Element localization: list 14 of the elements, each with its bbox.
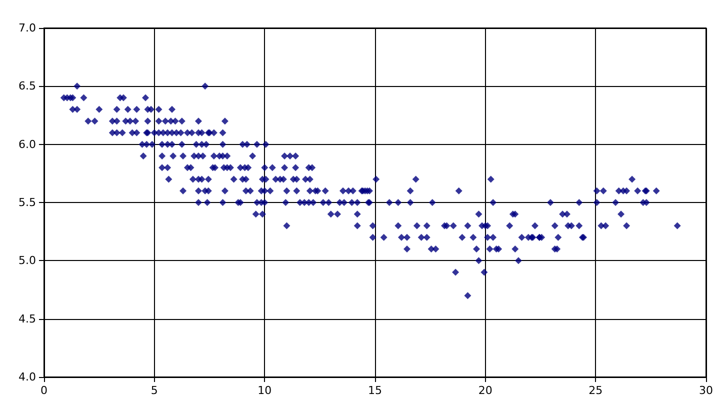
x-tick-label: 25 (588, 384, 603, 397)
y-tick-label: 4.0 (18, 370, 36, 384)
x-tick-label: 10 (258, 384, 272, 397)
y-tick-label: 5.5 (18, 196, 36, 209)
x-tick-label: 30 (699, 384, 713, 397)
x-tick-label: 15 (368, 384, 382, 397)
y-tick-label: 6.5 (18, 80, 36, 93)
x-tick-label: 0 (40, 384, 48, 397)
y-tick-label: 7.0 (18, 22, 36, 34)
y-tick-label: 5.0 (18, 254, 36, 268)
y-tick-label: 6.0 (18, 138, 36, 151)
y-tick-label: 4.5 (18, 312, 36, 326)
x-tick-label: 20 (478, 384, 492, 397)
x-tick-label: 5 (150, 384, 158, 397)
